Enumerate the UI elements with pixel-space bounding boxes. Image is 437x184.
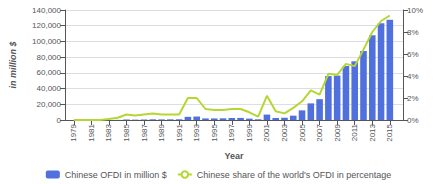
svg-text:1981: 1981: [87, 123, 96, 141]
svg-text:100,000: 100,000: [32, 37, 61, 46]
svg-text:1983: 1983: [104, 123, 113, 141]
svg-text:10%: 10%: [407, 6, 423, 15]
svg-text:2001: 2001: [262, 123, 271, 141]
svg-text:2011: 2011: [350, 123, 359, 141]
svg-text:2005: 2005: [298, 123, 307, 141]
svg-text:1989: 1989: [157, 123, 166, 141]
svg-text:2%: 2%: [407, 94, 419, 103]
svg-text:Year: Year: [224, 151, 244, 161]
svg-text:1995: 1995: [210, 123, 219, 141]
svg-text:6%: 6%: [407, 50, 419, 59]
svg-text:1987: 1987: [140, 123, 149, 141]
svg-text:1993: 1993: [192, 123, 201, 141]
svg-text:in million $: in million $: [8, 41, 18, 89]
svg-text:2007: 2007: [315, 123, 324, 141]
svg-text:0: 0: [57, 116, 62, 125]
svg-text:40,000: 40,000: [37, 84, 62, 93]
svg-text:8%: 8%: [407, 28, 419, 37]
svg-text:2003: 2003: [280, 123, 289, 141]
svg-text:1985: 1985: [122, 123, 131, 141]
svg-text:1999: 1999: [245, 123, 254, 141]
svg-text:4%: 4%: [407, 72, 419, 81]
svg-text:2015: 2015: [385, 123, 394, 141]
svg-text:1979: 1979: [69, 123, 78, 141]
svg-text:60,000: 60,000: [37, 68, 62, 77]
svg-text:80,000: 80,000: [37, 53, 62, 62]
svg-text:2013: 2013: [368, 123, 377, 141]
svg-text:0%: 0%: [407, 116, 419, 125]
svg-text:20,000: 20,000: [37, 100, 62, 109]
svg-text:120,000: 120,000: [32, 21, 61, 30]
svg-text:Chinese share of the world's O: Chinese share of the world's OFDI in per…: [197, 170, 391, 180]
svg-text:140,000: 140,000: [32, 6, 61, 15]
svg-text:Chinese OFDI in million $: Chinese OFDI in million $: [65, 170, 167, 180]
svg-text:1997: 1997: [227, 123, 236, 141]
svg-text:2009: 2009: [333, 123, 342, 141]
svg-text:1991: 1991: [175, 123, 184, 141]
